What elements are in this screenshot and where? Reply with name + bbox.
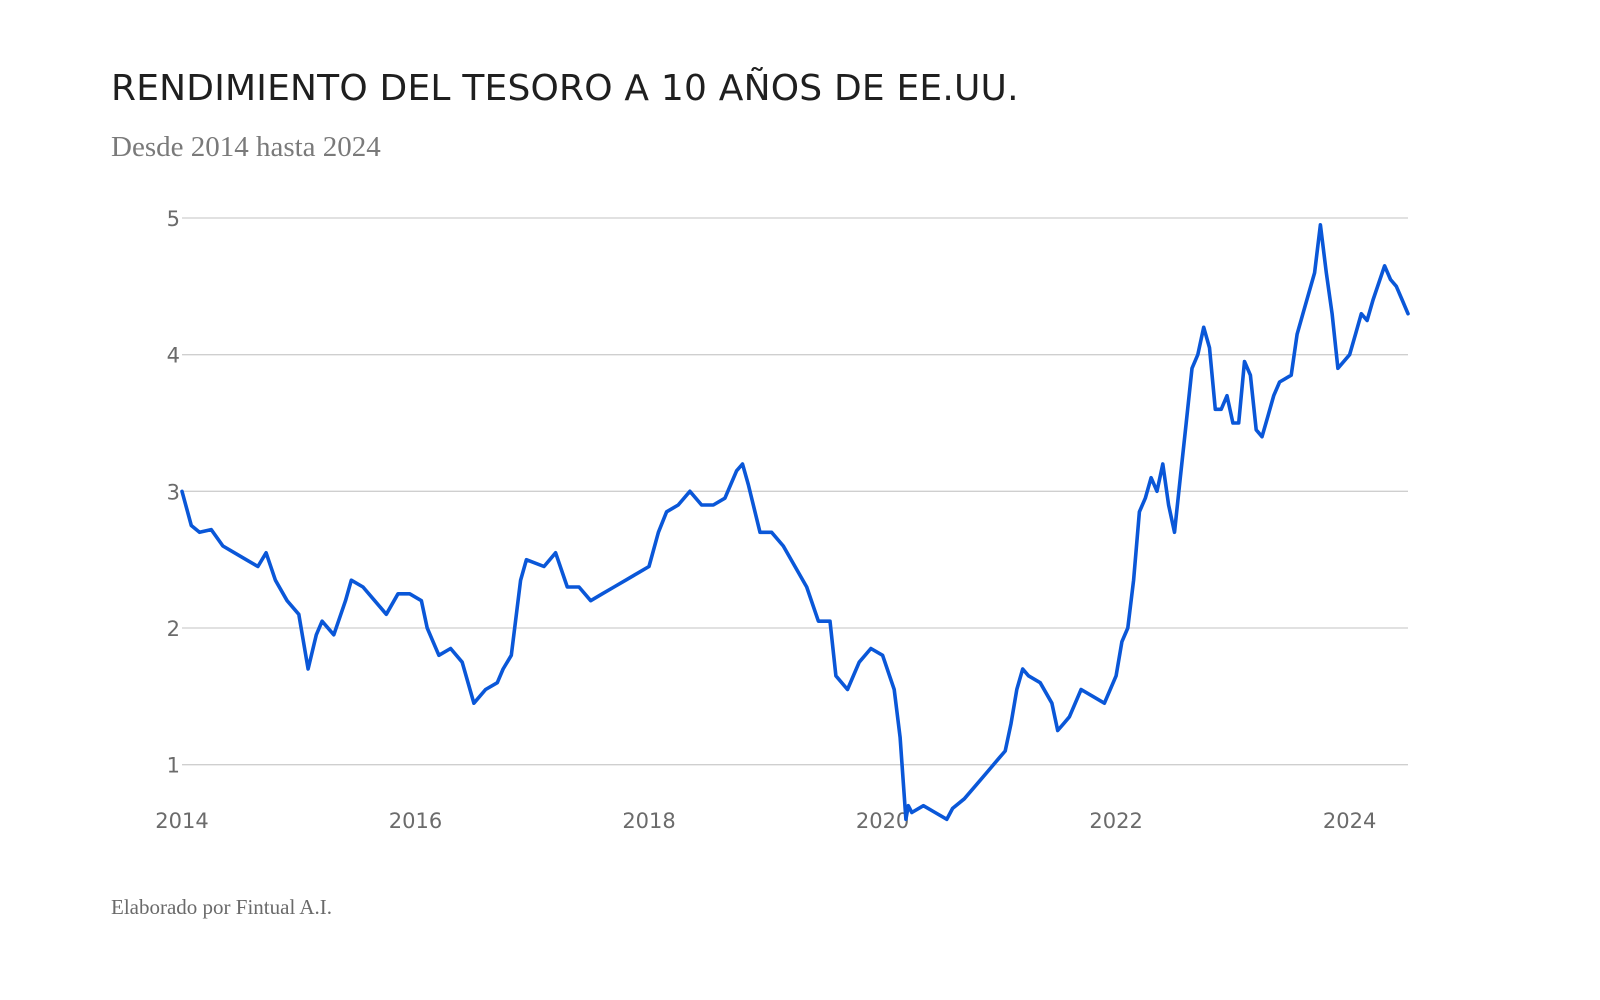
x-tick-label: 2024	[1323, 809, 1376, 833]
series-line	[180, 223, 1410, 822]
x-tick-label: 2022	[1089, 809, 1142, 833]
y-tick-label: 3	[167, 480, 180, 504]
y-tick-label: 5	[167, 207, 180, 231]
gridlines	[182, 217, 1408, 766]
chart-subtitle: Desde 2014 hasta 2024	[111, 131, 381, 163]
chart-credit: Elaborado por Fintual A.I.	[111, 895, 333, 919]
x-tick-labels: 2014 2016 2018 2020 2022 2024	[155, 809, 1376, 833]
x-tick-label: 2020	[856, 809, 909, 833]
chart-header: RENDIMIENTO DEL TESORO A 10 AÑOS DE EE.U…	[111, 68, 1019, 164]
x-tick-label: 2018	[622, 809, 675, 833]
y-tick-labels: 1 2 3 4 5	[167, 207, 180, 778]
x-tick-label: 2014	[155, 809, 208, 833]
y-tick-label: 1	[167, 754, 180, 778]
x-tick-label: 2016	[389, 809, 442, 833]
chart-title: RENDIMIENTO DEL TESORO A 10 AÑOS DE EE.U…	[111, 68, 1019, 109]
series-group	[180, 223, 1410, 822]
y-tick-label: 4	[167, 344, 180, 368]
y-tick-label: 2	[167, 617, 180, 641]
